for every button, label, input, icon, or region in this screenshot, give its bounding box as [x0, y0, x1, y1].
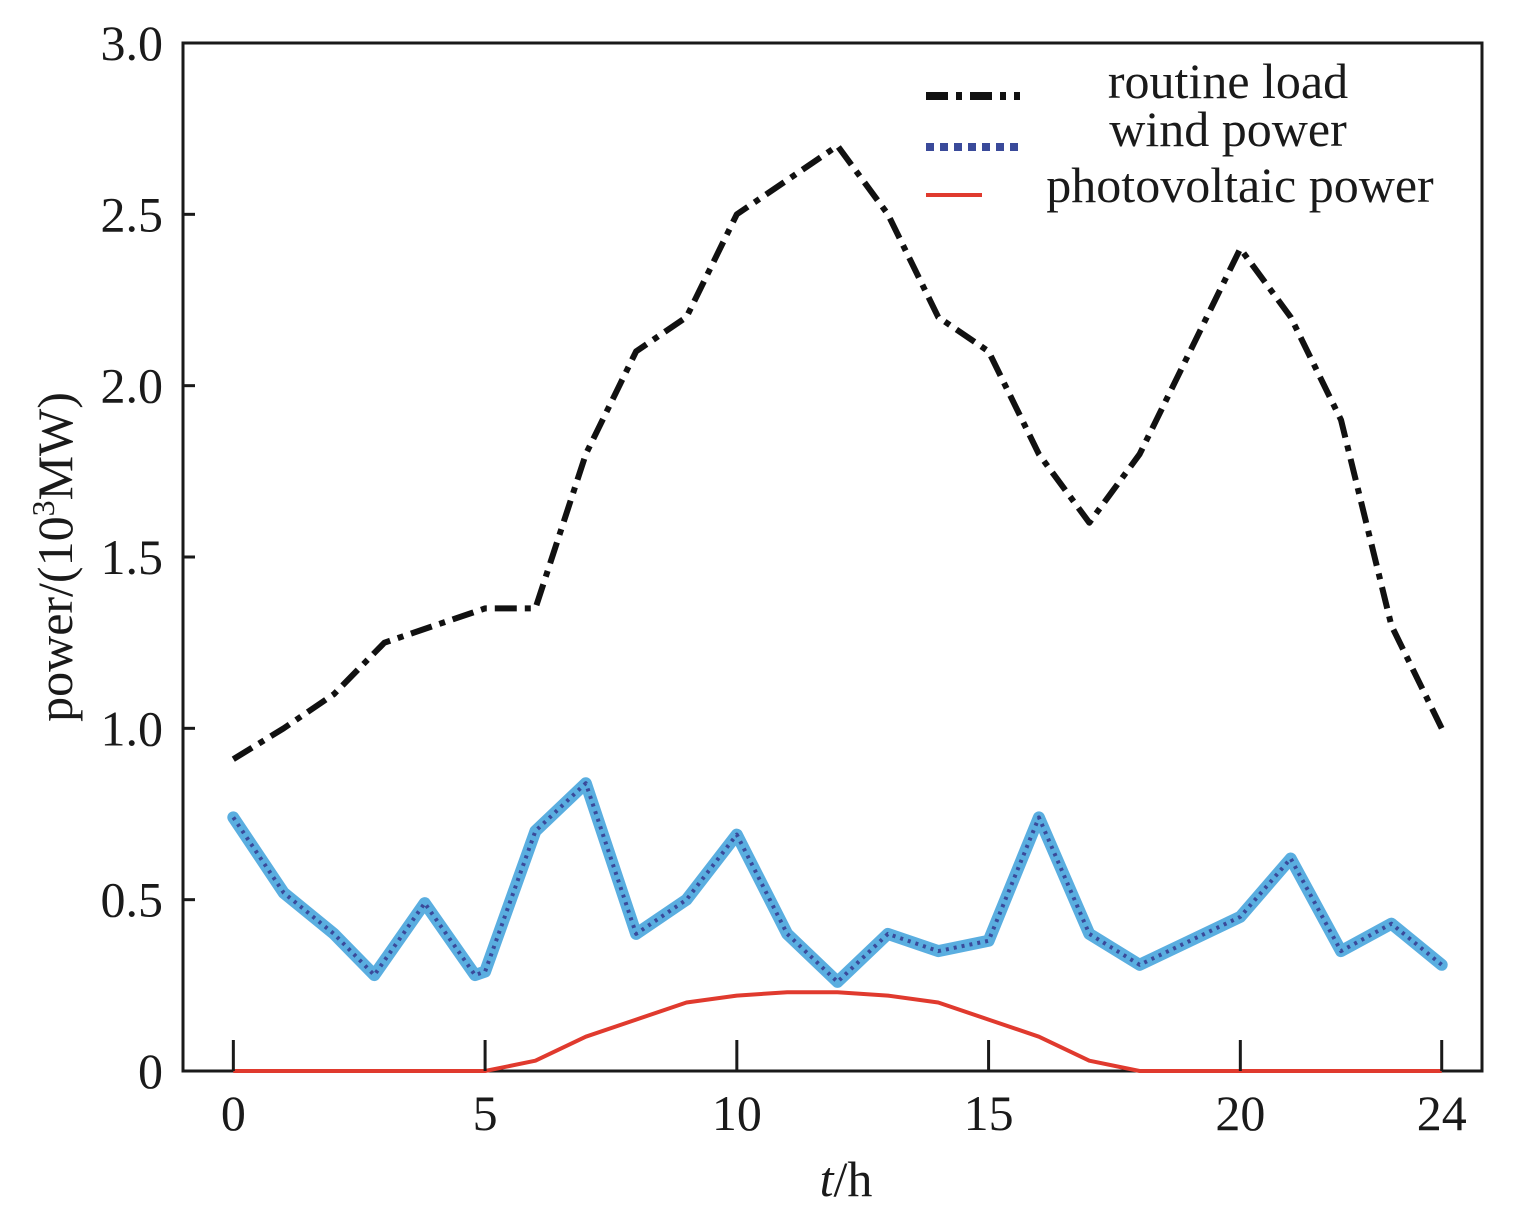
x-axis-label-unit: /h	[834, 1151, 873, 1207]
y-tick-label-2-5: 2.5	[101, 186, 164, 242]
legend-item-wind-power: wind power	[926, 101, 1347, 157]
legend-label-photovoltaic-power: photovoltaic power	[1046, 157, 1434, 213]
y-tick-label-0: 0	[138, 1043, 163, 1099]
x-tick-label-24: 24	[1417, 1085, 1467, 1141]
y-axis-ticks: 0 0.5 1.0 1.5 2.0 2.5 3.0	[101, 15, 195, 1099]
y-tick-label-3-0: 3.0	[101, 15, 164, 71]
series-line-photovoltaic-power	[233, 990, 1442, 1073]
y-tick-label-1-5: 1.5	[101, 529, 164, 585]
y-tick-label-2-0: 2.0	[101, 358, 164, 414]
x-axis-label: t/h	[820, 1151, 873, 1207]
y-tick-label-1-0: 1.0	[101, 700, 164, 756]
series-line-wind-power-halo	[227, 777, 1448, 988]
legend-label-routine-load: routine load	[1108, 53, 1348, 109]
series-line-routine-load	[231, 142, 1445, 762]
y-axis-label-sup: 3	[25, 500, 61, 516]
legend-item-routine-load: routine load	[926, 53, 1348, 109]
y-axis-label-prefix: power/(10	[27, 516, 83, 722]
y-axis-label-suffix: MW)	[27, 392, 83, 500]
x-tick-label-0: 0	[221, 1085, 246, 1141]
x-tick-label-5: 5	[473, 1085, 498, 1141]
legend: routine load wind power photovoltaic pow…	[926, 53, 1434, 213]
series-line-wind-power	[231, 781, 1443, 984]
x-tick-label-20: 20	[1215, 1085, 1265, 1141]
x-tick-label-10: 10	[712, 1085, 762, 1141]
x-tick-label-15: 15	[964, 1085, 1014, 1141]
legend-label-wind-power: wind power	[1109, 101, 1347, 157]
x-axis-label-var: t	[820, 1151, 835, 1207]
legend-item-photovoltaic-power: photovoltaic power	[926, 157, 1434, 213]
x-axis-ticks: 0 5 10 15 20 24	[221, 1040, 1467, 1141]
y-axis-label: power/(103MW)	[25, 392, 83, 722]
series-layer	[227, 142, 1448, 1073]
y-tick-label-0-5: 0.5	[101, 872, 164, 928]
